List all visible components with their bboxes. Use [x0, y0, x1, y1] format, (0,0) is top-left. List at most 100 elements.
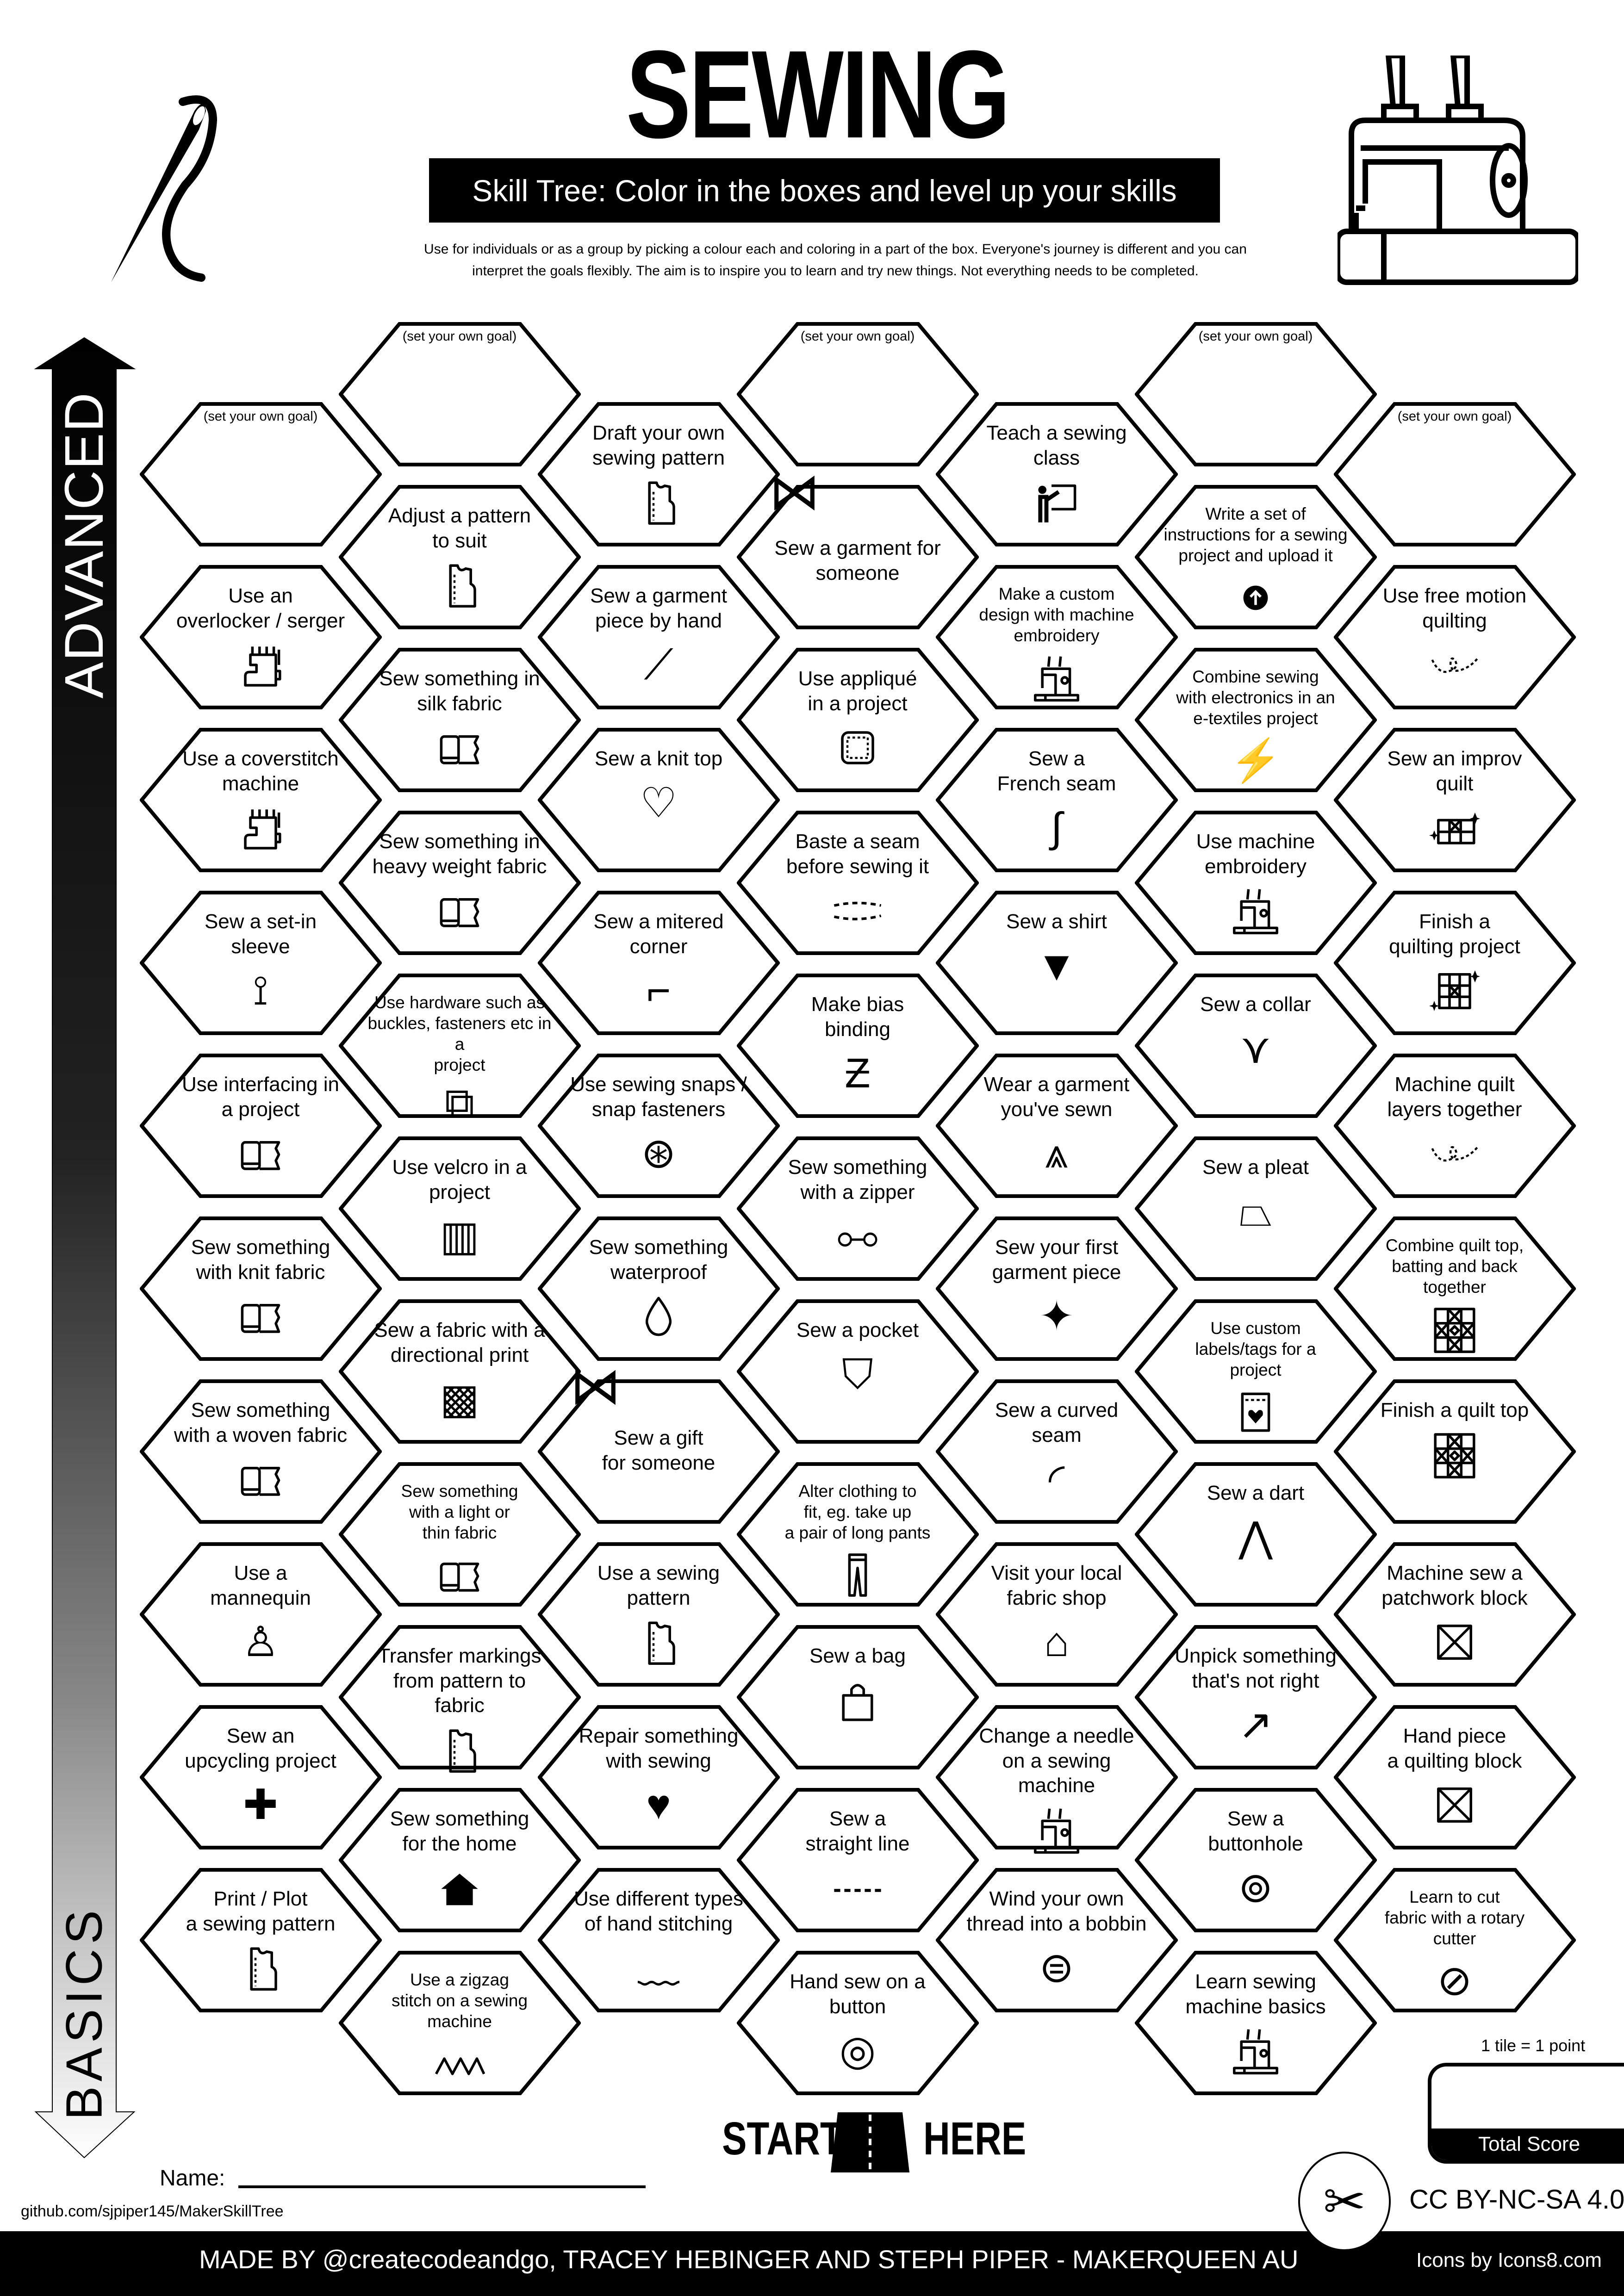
skill-tile[interactable]: Sew something with a zipper ⧟	[736, 1136, 979, 1281]
skill-tile[interactable]: Learn to cut fabric with a rotary cutter…	[1333, 1868, 1576, 2012]
skill-label: Use machine embroidery	[1196, 830, 1315, 878]
skill-label: Make bias binding	[811, 993, 904, 1041]
hexagon-outline	[736, 1299, 979, 1444]
thread-spool-icon: ⊜	[1039, 1945, 1074, 1992]
skirt-icon: ⏢	[1239, 1188, 1272, 1235]
mitered-corner-icon: ⌐	[646, 968, 671, 1014]
skill-tile[interactable]: Hand piece a quilting block	[1333, 1705, 1576, 1849]
skill-label: Finish a quilting project	[1389, 910, 1520, 958]
skill-tile[interactable]: Sew something in heavy weight fabric	[338, 811, 581, 955]
skill-tile[interactable]: Draft your own sewing pattern	[537, 402, 780, 546]
skill-tile[interactable]: Sew a shirt ▼	[935, 891, 1178, 1035]
skill-tile[interactable]: Use a sewing pattern	[537, 1542, 780, 1687]
skill-tile[interactable]: Use custom labels/tags for a project	[1134, 1299, 1377, 1444]
skill-tile[interactable]: Sew a set-in sleeve ⟟	[139, 891, 382, 1035]
skill-tile[interactable]: (set your own goal)	[1333, 402, 1576, 546]
skill-tile[interactable]: Hand sew on a button ◎	[736, 1951, 979, 2095]
skill-tile[interactable]: Sew something waterproof	[537, 1216, 780, 1361]
skill-tile[interactable]: Sew a garment piece by hand ⟋	[537, 565, 780, 709]
skill-tile[interactable]: Wear a garment you've sewn ⩓	[935, 1054, 1178, 1198]
skill-tile[interactable]: Machine sew a patchwork block	[1333, 1542, 1576, 1687]
jacket-sparkle-icon: ✦	[1039, 1293, 1074, 1340]
skill-tile[interactable]: (set your own goal)	[139, 402, 382, 546]
skill-tile[interactable]: Sew a curved seam ◜	[935, 1379, 1178, 1524]
skill-tile[interactable]: Sew a collar ⋎	[1134, 974, 1377, 1118]
skill-tile[interactable]: Sew an upcycling project ✚	[139, 1705, 382, 1849]
skill-tile[interactable]: Change a needle on a sewing machine	[935, 1705, 1178, 1854]
hexagon-outline	[935, 1542, 1178, 1687]
skill-label: Sew your first garment piece	[992, 1236, 1121, 1284]
skill-tile[interactable]: Sew your first garment piece ✦	[935, 1216, 1178, 1361]
description: Use for individuals or as a group by pic…	[324, 238, 1347, 282]
hexagon-outline	[736, 322, 979, 466]
github-link[interactable]: github.com/sjpiper145/MakerSkillTree	[21, 2203, 284, 2220]
needle-icon: ⟋	[644, 642, 673, 689]
skill-tile[interactable]: Use sewing snaps / snap fasteners ⊛	[537, 1054, 780, 1198]
hexagon-outline	[1134, 485, 1377, 629]
skill-tile[interactable]: Use velcro in a project ▥	[338, 1136, 581, 1281]
skill-label: Teach a sewing class	[986, 422, 1127, 469]
skill-tile[interactable]: Sew a bag	[736, 1625, 979, 1769]
skill-tile[interactable]: Visit your local fabric shop ⌂	[935, 1542, 1178, 1687]
skill-label: Learn to cut fabric with a rotary cutter	[1384, 1887, 1525, 1948]
skill-tile[interactable]: (set your own goal)	[1134, 322, 1377, 466]
skill-tile[interactable]: Sew a pocket ⛉	[736, 1299, 979, 1444]
skill-tile[interactable]: Finish a quilting project	[1333, 891, 1576, 1035]
skill-label: Use free motion quilting	[1382, 584, 1527, 632]
skill-tile[interactable]: Sew something for the home	[338, 1788, 581, 1932]
skill-tile[interactable]: Sew a dart ⋀	[1134, 1462, 1377, 1607]
hexagon-outline	[537, 1054, 780, 1198]
straight-line-icon	[830, 1862, 885, 1913]
skill-tile[interactable]: Print / Plot a sewing pattern	[139, 1868, 382, 2012]
skill-tile[interactable]: Write a set of instructions for a sewing…	[1134, 485, 1377, 629]
skill-tile[interactable]: Alter clothing to fit, eg. take up a pai…	[736, 1462, 979, 1607]
skill-tile[interactable]: Sew a pleat ⏢	[1134, 1136, 1377, 1281]
skill-tile[interactable]: Combine sewing with electronics in an e-…	[1134, 648, 1377, 792]
skill-tile[interactable]: (set your own goal)	[338, 322, 581, 466]
total-score-box[interactable]: Total Score	[1428, 2063, 1624, 2164]
skill-tile[interactable]: Learn sewing machine basics	[1134, 1951, 1377, 2095]
skill-tile[interactable]: Sew a fabric with a directional print ▩	[338, 1299, 581, 1444]
skill-tile[interactable]: Use a mannequin ♙	[139, 1542, 382, 1687]
skill-tile[interactable]: Sew something in silk fabric	[338, 648, 581, 792]
name-field[interactable]	[238, 2185, 646, 2188]
skill-tile[interactable]: Repair something with sewing ♥	[537, 1705, 780, 1849]
skill-tile[interactable]: Use a zigzag stitch on a sewing machine	[338, 1951, 581, 2095]
set-own-goal-label: (set your own goal)	[800, 329, 915, 344]
skill-tile[interactable]: Sew a French seam ∫	[935, 728, 1178, 872]
skill-tile[interactable]: Machine quilt layers together	[1333, 1054, 1576, 1198]
skill-tile[interactable]: Sew a buttonhole ⊚	[1134, 1788, 1377, 1932]
skill-tile[interactable]: Make a custom design with machine embroi…	[935, 565, 1178, 709]
skill-tile[interactable]: Adjust a pattern to suit	[338, 485, 581, 629]
hexagon-outline	[139, 1054, 382, 1198]
skill-tile[interactable]: Use free motion quilting	[1333, 565, 1576, 709]
skill-tile[interactable]: Use machine embroidery	[1134, 811, 1377, 955]
skill-tile[interactable]: (set your own goal)	[736, 322, 979, 466]
skill-tile[interactable]: Make bias binding Ƶ	[736, 974, 979, 1118]
skill-tile[interactable]: Combine quilt top, batting and back toge…	[1333, 1216, 1576, 1361]
skill-tile[interactable]: Use different types of hand stitching ﹏	[537, 1868, 780, 2012]
skill-tile[interactable]: Unpick something that's not right ↗	[1134, 1625, 1377, 1769]
skill-tile[interactable]: Sew something with a woven fabric	[139, 1379, 382, 1524]
skill-tile[interactable]: Wind your own thread into a bobbin ⊜	[935, 1868, 1178, 2012]
skill-tile[interactable]: ⋈ Sew a gift for someone	[537, 1361, 780, 1524]
skill-tile[interactable]: Teach a sewing class	[935, 402, 1178, 546]
skill-tile[interactable]: Sew a knit top ♡	[537, 728, 780, 872]
skill-tile[interactable]: Use a coverstitch machine	[139, 728, 382, 872]
skill-tile[interactable]: Sew a mitered corner ⌐	[537, 891, 780, 1035]
skill-tile[interactable]: Use hardware such as buckles, fasteners …	[338, 974, 581, 1124]
skill-label: Print / Plot a sewing pattern	[186, 1887, 336, 1935]
skill-tile[interactable]: Sew something with a light or thin fabri…	[338, 1462, 581, 1607]
skill-tile[interactable]: Use interfacing in a project	[139, 1054, 382, 1198]
skill-tile[interactable]: Finish a quilt top	[1333, 1379, 1576, 1524]
skill-tile[interactable]: Sew a straight line	[736, 1788, 979, 1932]
skill-tile[interactable]: ⋈ Sew a garment for someone	[736, 466, 979, 629]
skill-tile[interactable]: Use appliqué in a project	[736, 648, 979, 792]
hexagon-outline	[1134, 1462, 1377, 1607]
jacket-icon: ⩓	[1045, 1130, 1069, 1177]
skill-tile[interactable]: Sew an improv quilt	[1333, 728, 1576, 872]
skill-tile[interactable]: Baste a seam before sewing it	[736, 811, 979, 955]
skill-tile[interactable]: Use an overlocker / serger	[139, 565, 382, 709]
skill-tile[interactable]: Transfer markings from pattern to fabric	[338, 1625, 581, 1773]
skill-tile[interactable]: Sew something with knit fabric	[139, 1216, 382, 1361]
